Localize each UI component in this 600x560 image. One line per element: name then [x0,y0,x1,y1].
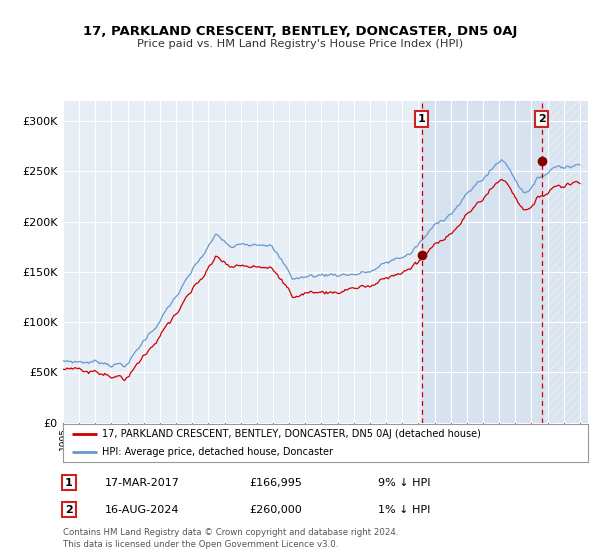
Bar [542,101,588,423]
Text: 1% ↓ HPI: 1% ↓ HPI [378,505,430,515]
Text: 9% ↓ HPI: 9% ↓ HPI [378,478,431,488]
Text: £166,995: £166,995 [249,478,302,488]
Text: 2: 2 [65,505,73,515]
Text: 17-MAR-2017: 17-MAR-2017 [105,478,180,488]
Bar [422,101,542,423]
Text: 1: 1 [418,114,425,124]
Text: Price paid vs. HM Land Registry's House Price Index (HPI): Price paid vs. HM Land Registry's House … [137,39,463,49]
Text: 2: 2 [538,114,545,124]
Text: 1: 1 [65,478,73,488]
Text: 16-AUG-2024: 16-AUG-2024 [105,505,179,515]
Text: 17, PARKLAND CRESCENT, BENTLEY, DONCASTER, DN5 0AJ: 17, PARKLAND CRESCENT, BENTLEY, DONCASTE… [83,25,517,38]
Text: HPI: Average price, detached house, Doncaster: HPI: Average price, detached house, Donc… [103,447,334,457]
Text: Contains HM Land Registry data © Crown copyright and database right 2024.
This d: Contains HM Land Registry data © Crown c… [63,528,398,549]
Text: £260,000: £260,000 [249,505,302,515]
Text: 17, PARKLAND CRESCENT, BENTLEY, DONCASTER, DN5 0AJ (detached house): 17, PARKLAND CRESCENT, BENTLEY, DONCASTE… [103,429,481,439]
